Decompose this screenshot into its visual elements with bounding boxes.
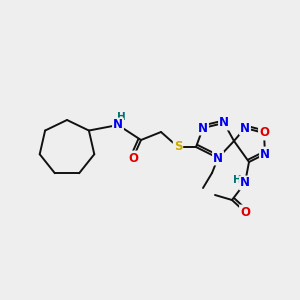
Text: N: N	[240, 176, 250, 190]
Text: N: N	[213, 152, 223, 164]
Text: H: H	[232, 175, 242, 185]
Text: N: N	[260, 148, 270, 160]
Text: N: N	[113, 118, 123, 131]
Text: O: O	[259, 127, 269, 140]
Text: O: O	[128, 152, 138, 164]
Text: H: H	[117, 112, 125, 122]
Text: N: N	[219, 116, 229, 130]
Text: S: S	[174, 140, 182, 154]
Text: N: N	[240, 122, 250, 134]
Text: N: N	[198, 122, 208, 134]
Text: O: O	[240, 206, 250, 218]
